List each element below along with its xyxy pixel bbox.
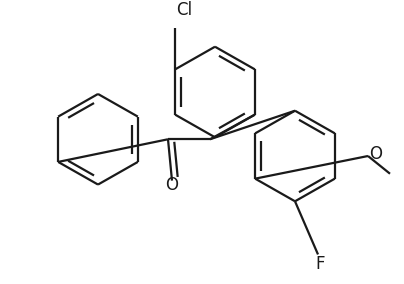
Text: O: O	[370, 145, 383, 163]
Text: Cl: Cl	[176, 1, 192, 19]
Text: O: O	[166, 176, 179, 194]
Text: F: F	[315, 255, 325, 273]
